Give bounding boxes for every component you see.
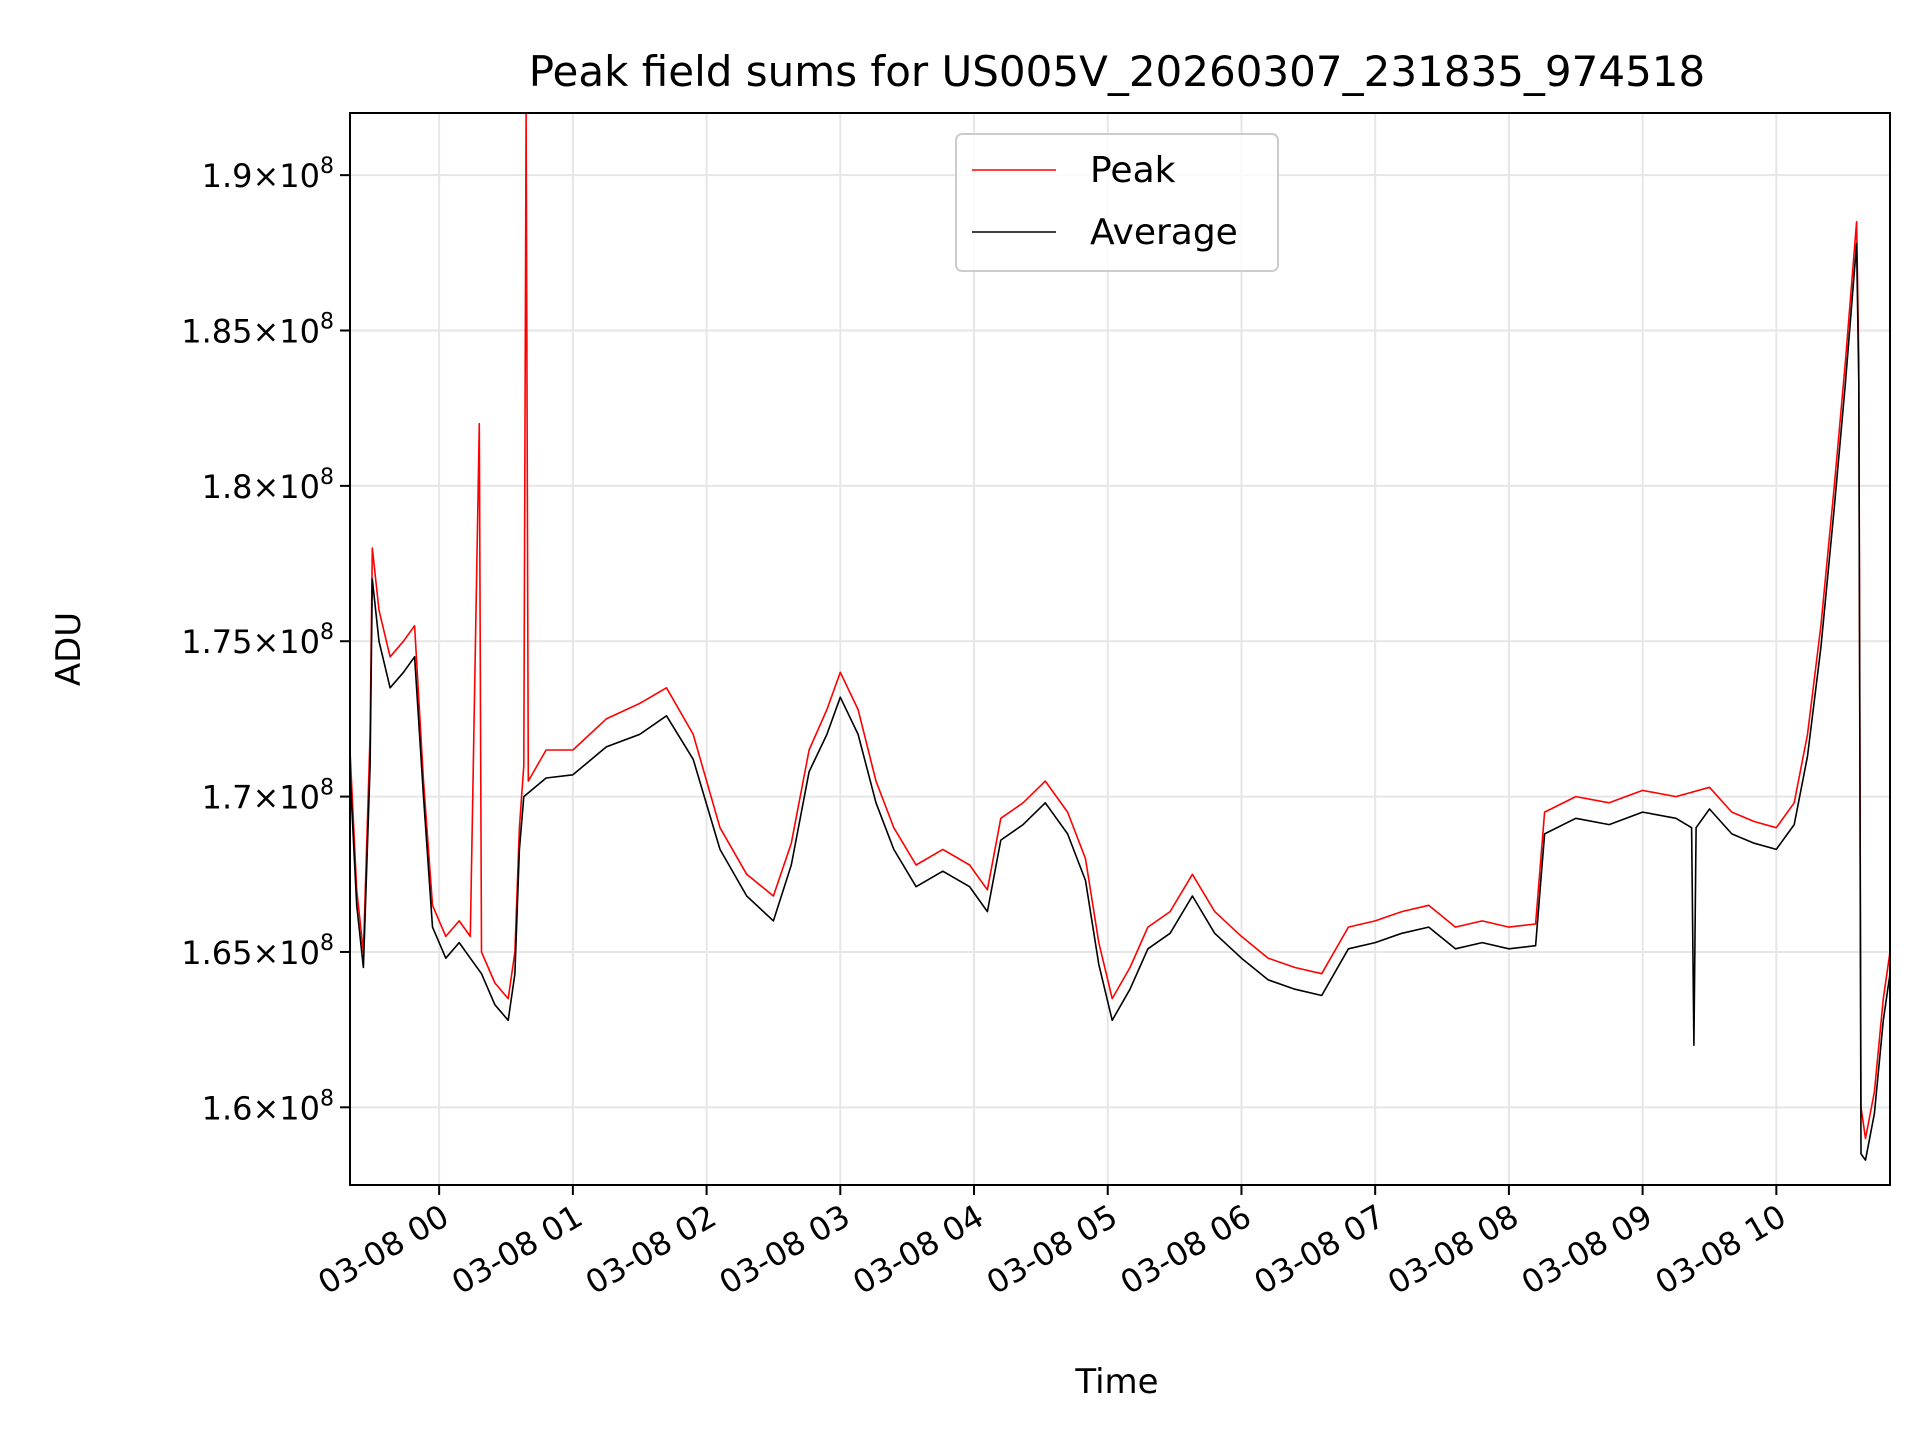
y-tick-label: 1.9×108 [202,154,334,195]
grid [350,113,1890,1185]
legend-label-peak: Peak [1090,150,1176,191]
y-tick-label: 1.7×108 [202,776,334,817]
y-tick-label: 1.6×108 [202,1086,334,1127]
legend-box [955,133,1279,272]
y-tick-label: 1.8×108 [202,465,334,506]
legend-label-average: Average [1090,212,1238,253]
x-axis-label: Time [1074,1362,1158,1402]
plot-frame [349,112,1891,1186]
series-line-peak [349,112,1891,1140]
chart-title: Peak field sums for US005V_20260307_2318… [529,47,1706,96]
y-tick-label: 1.75×108 [181,620,334,661]
y-tick-label: 1.65×108 [181,931,334,972]
series-line-average [349,242,1891,1161]
y-tick-label: 1.85×108 [181,310,334,351]
legend: Peak Average [955,133,1279,272]
y-axis: 1.6×108 1.65×108 1.7×108 1.75×108 1.8×108 1.8… [181,154,350,1127]
y-axis-label: ADU [49,612,89,686]
plot-series [349,112,1891,1161]
